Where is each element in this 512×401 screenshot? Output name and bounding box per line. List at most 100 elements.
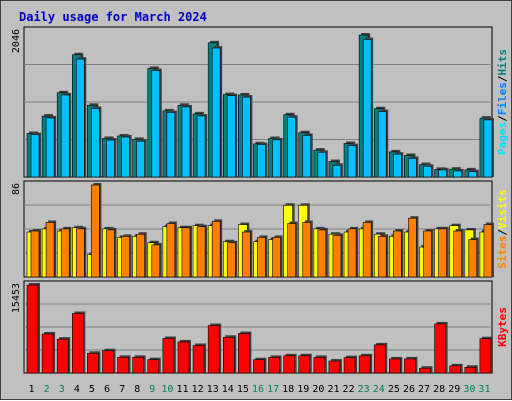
bar-kbytes-23: [358, 355, 371, 374]
x-tick-label: 9: [149, 384, 155, 395]
x-tick-label: 29: [448, 384, 460, 395]
bar-files-31: [483, 119, 493, 178]
bar-sites-2: [45, 222, 55, 278]
bar-sites-20: [317, 229, 327, 278]
bar-sites-23: [362, 222, 372, 278]
x-tick-label: 10: [161, 384, 173, 395]
bar-sites-26: [408, 217, 417, 278]
bar-kbytes-11: [177, 341, 190, 374]
bar-sites-29: [453, 230, 463, 278]
bar-kbytes-5: [87, 352, 99, 374]
bar-kbytes-28: [434, 323, 446, 374]
bar-sites-27: [423, 230, 432, 278]
ymax-label-visits-sites: 86: [11, 183, 22, 195]
bar-kbytes-24: [373, 344, 386, 374]
bar-files-25: [393, 153, 402, 178]
x-tick-label: 18: [282, 384, 294, 395]
bar-files-5: [91, 108, 100, 178]
bar-files-20: [317, 152, 327, 178]
x-tick-label: 30: [463, 384, 475, 395]
bar-files-24: [377, 111, 387, 178]
bar-kbytes-14: [222, 336, 235, 374]
x-tick-label: 19: [297, 384, 309, 395]
legend-item: Sites: [496, 236, 509, 269]
bar-files-17: [272, 139, 281, 178]
bar-sites-9: [151, 244, 161, 278]
x-tick-label: 1: [29, 384, 35, 395]
bar-sites-11: [181, 227, 191, 278]
legend-item: Hits: [496, 49, 509, 76]
bar-kbytes-6: [102, 350, 114, 374]
x-tick-label: 17: [267, 384, 279, 395]
bar-sites-7: [121, 236, 130, 278]
bar-files-28: [438, 169, 447, 178]
bar-files-27: [423, 165, 432, 178]
bar-kbytes-12: [192, 345, 205, 374]
x-tick-label: 8: [134, 384, 140, 395]
bar-kbytes-19: [298, 355, 311, 374]
bar-files-19: [302, 135, 312, 178]
x-tick-label: 15: [237, 384, 249, 395]
bar-sites-14: [226, 242, 236, 278]
bar-files-23: [362, 39, 372, 178]
x-tick-label: 28: [433, 384, 445, 395]
bar-files-16: [257, 144, 266, 178]
x-tick-label: 6: [104, 384, 110, 395]
bar-sites-17: [272, 237, 281, 278]
x-tick-label: 25: [388, 384, 400, 395]
x-tick-label: 23: [358, 384, 370, 395]
bar-kbytes-30: [464, 366, 477, 374]
bar-sites-22: [347, 228, 357, 278]
x-tick-label: 21: [327, 384, 339, 395]
x-tick-label: 12: [192, 384, 204, 395]
x-tick-label: 11: [176, 384, 188, 395]
bar-files-30: [468, 171, 478, 178]
x-tick-label: 20: [312, 384, 324, 395]
x-tick-label: 31: [478, 384, 490, 395]
bar-kbytes-25: [389, 358, 401, 374]
ymax-label-kbytes: 15453: [11, 283, 22, 313]
bar-sites-8: [136, 233, 145, 278]
bar-kbytes-2: [41, 333, 54, 374]
bar-sites-24: [377, 236, 387, 278]
bar-kbytes-27: [419, 367, 431, 374]
bar-files-1: [30, 134, 40, 178]
bar-files-21: [332, 164, 342, 178]
bar-files-6: [106, 139, 115, 178]
x-tick-label: 7: [119, 384, 125, 395]
legend-item: /: [496, 115, 509, 122]
bar-sites-3: [60, 228, 70, 278]
bar-kbytes-3: [56, 338, 69, 374]
bar-sites-13: [211, 221, 221, 278]
x-tick-label: 26: [403, 384, 415, 395]
bar-files-13: [211, 47, 221, 178]
bar-kbytes-22: [343, 357, 356, 374]
bar-sites-28: [438, 228, 447, 278]
legend-visits-sites: Sites/Visits: [496, 189, 509, 269]
bar-files-4: [75, 58, 85, 178]
bar-files-2: [45, 117, 55, 178]
bar-kbytes-20: [313, 357, 326, 374]
bar-kbytes-31: [479, 338, 492, 374]
bar-files-15: [242, 96, 251, 178]
x-tick-label: 22: [343, 384, 355, 395]
bar-sites-15: [242, 231, 251, 278]
bar-kbytes-15: [238, 333, 250, 374]
ymax-label-hits-files-pages: 2046: [11, 29, 22, 53]
chart-title: Daily usage for March 2024: [19, 10, 207, 24]
bar-sites-1: [30, 230, 40, 278]
x-tick-label: 24: [373, 384, 385, 395]
bar-kbytes-18: [283, 355, 295, 374]
bar-sites-30: [468, 239, 478, 278]
legend-item: Files: [496, 82, 509, 115]
bar-kbytes-16: [253, 359, 265, 374]
bar-sites-6: [106, 229, 115, 278]
bar-sites-31: [483, 224, 493, 278]
bar-kbytes-29: [449, 365, 462, 374]
x-tick-label: 2: [44, 384, 50, 395]
bar-files-29: [453, 170, 463, 178]
bar-sites-19: [302, 222, 312, 278]
bar-sites-18: [287, 223, 296, 278]
